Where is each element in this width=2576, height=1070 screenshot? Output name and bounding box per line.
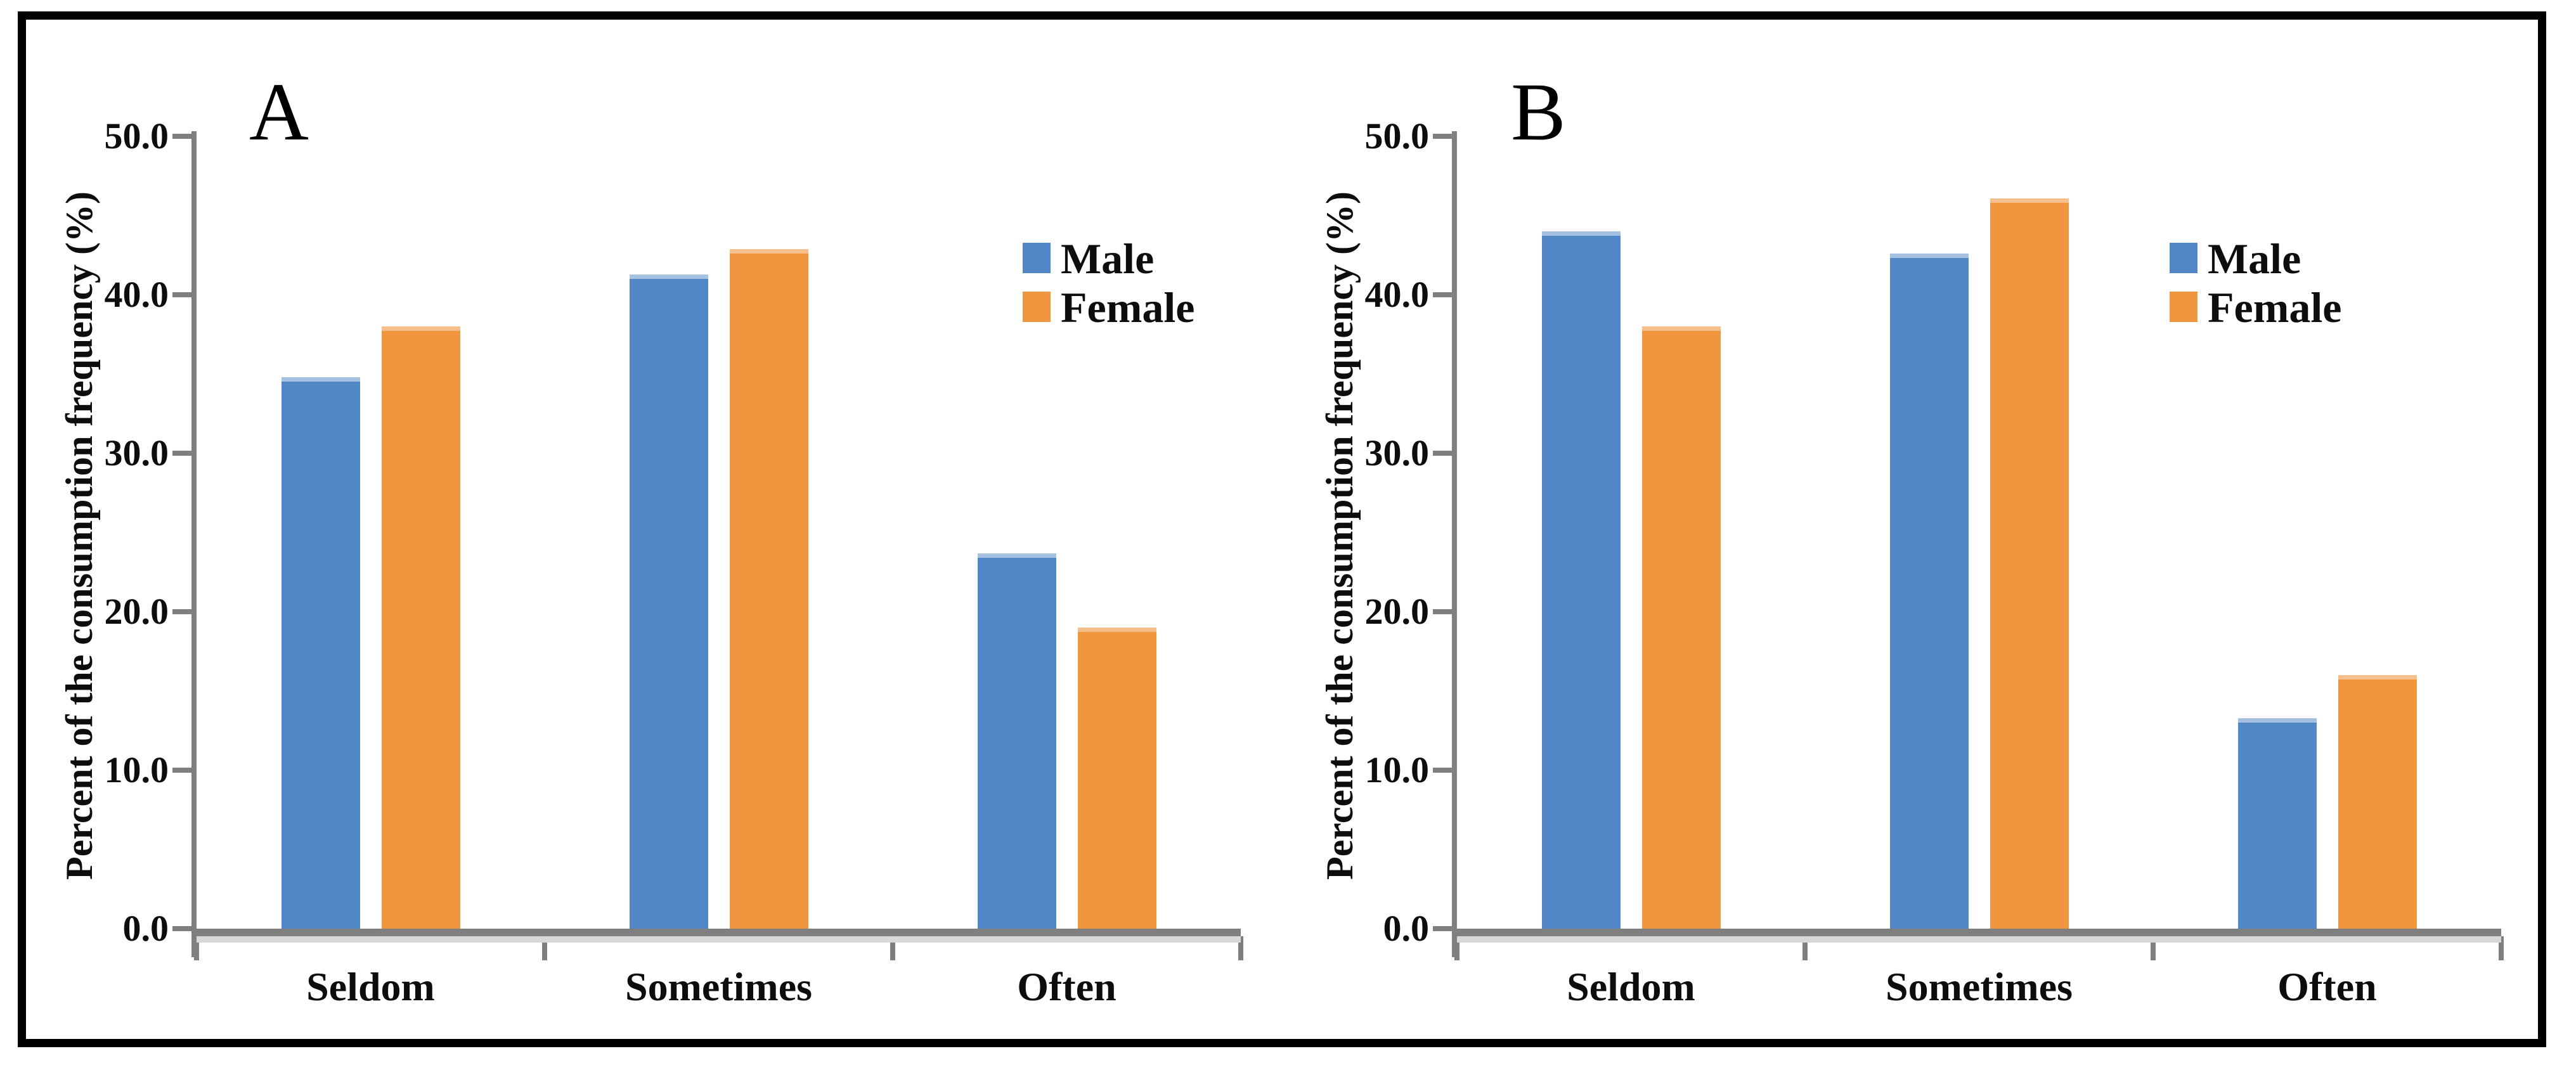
legend-label-male-a: Male — [1061, 235, 1155, 283]
y-tick-mark-b — [1433, 292, 1452, 297]
y-tick-mark-b — [1433, 768, 1452, 773]
figure-border — [18, 11, 2546, 1047]
y-tick-label-a: 0.0 — [122, 908, 169, 949]
panel-letter-b: B — [1511, 67, 1566, 158]
y-axis-title-b: Percent of the consumption frequency (%) — [1319, 191, 1361, 880]
y-tick-label-b: 30.0 — [1364, 432, 1430, 474]
category-tick-a — [890, 936, 895, 960]
y-tick-mark-a — [172, 292, 191, 297]
legend-swatch-male-b — [2170, 243, 2197, 273]
bar-female-sometimes-b — [1990, 198, 2069, 929]
y-tick-mark-a — [172, 926, 191, 931]
legend-swatch-male-a — [1023, 243, 1051, 273]
legend-swatch-female-b — [2170, 292, 2197, 322]
y-tick-mark-a — [172, 768, 191, 773]
y-tick-mark-b — [1433, 451, 1452, 456]
y-tick-label-b: 40.0 — [1364, 274, 1430, 315]
bar-female-seldom-a — [381, 326, 460, 929]
y-axis-title-a: Percent of the consumption frequency (%) — [58, 191, 100, 880]
x-axis-line-b — [1457, 929, 2501, 936]
x-label-seldom-a: Seldom — [306, 964, 435, 1009]
panel-letter-a: A — [249, 67, 309, 158]
y-tick-mark-a — [172, 609, 191, 614]
x-axis-line-a — [197, 929, 1241, 936]
y-axis-line-b — [1452, 131, 1457, 957]
bar-female-seldom-b — [1641, 326, 1721, 929]
bar-female-often-b — [2338, 675, 2417, 929]
bar-male-often-a — [977, 553, 1056, 929]
bar-male-seldom-b — [1541, 231, 1621, 929]
y-tick-label-a: 10.0 — [104, 749, 169, 790]
category-tick-a — [542, 936, 547, 960]
x-axis-shadow-a — [197, 936, 1241, 943]
x-label-often-b: Often — [2277, 964, 2377, 1009]
y-tick-label-b: 10.0 — [1364, 749, 1430, 790]
y-tick-mark-b — [1433, 926, 1452, 931]
y-axis-line-a — [191, 131, 197, 957]
x-label-often-a: Often — [1017, 964, 1116, 1009]
category-tick-b — [1454, 936, 1460, 960]
y-tick-mark-b — [1433, 134, 1452, 139]
y-tick-label-b: 0.0 — [1383, 908, 1430, 949]
y-tick-mark-a — [172, 134, 191, 139]
bar-female-often-a — [1077, 628, 1156, 929]
bar-male-often-b — [2237, 718, 2317, 929]
category-tick-a — [1238, 936, 1243, 960]
bar-female-sometimes-a — [729, 248, 808, 929]
category-tick-b — [1803, 936, 1808, 960]
y-tick-label-a: 30.0 — [104, 432, 169, 474]
y-tick-label-a: 20.0 — [104, 591, 169, 632]
category-tick-b — [2499, 936, 2504, 960]
category-tick-b — [2151, 936, 2156, 960]
legend-label-female-a: Female — [1061, 283, 1195, 332]
y-tick-mark-b — [1433, 609, 1452, 614]
legend-swatch-female-a — [1023, 292, 1051, 322]
y-tick-mark-a — [172, 451, 191, 456]
y-tick-label-a: 40.0 — [104, 274, 169, 315]
y-tick-label-b: 20.0 — [1364, 591, 1430, 632]
bar-male-sometimes-b — [1889, 254, 1969, 929]
category-tick-a — [194, 936, 199, 960]
x-label-seldom-b: Seldom — [1567, 964, 1695, 1009]
legend-label-female-b: Female — [2208, 283, 2342, 332]
y-tick-label-b: 50.0 — [1364, 115, 1430, 157]
legend-label-male-b: Male — [2208, 235, 2301, 283]
x-label-sometimes-a: Sometimes — [625, 964, 813, 1009]
x-axis-shadow-b — [1457, 936, 2501, 943]
bar-male-sometimes-a — [629, 274, 708, 929]
y-tick-label-a: 50.0 — [104, 115, 169, 157]
x-label-sometimes-b: Sometimes — [1885, 964, 2073, 1009]
bar-male-seldom-a — [281, 377, 360, 929]
